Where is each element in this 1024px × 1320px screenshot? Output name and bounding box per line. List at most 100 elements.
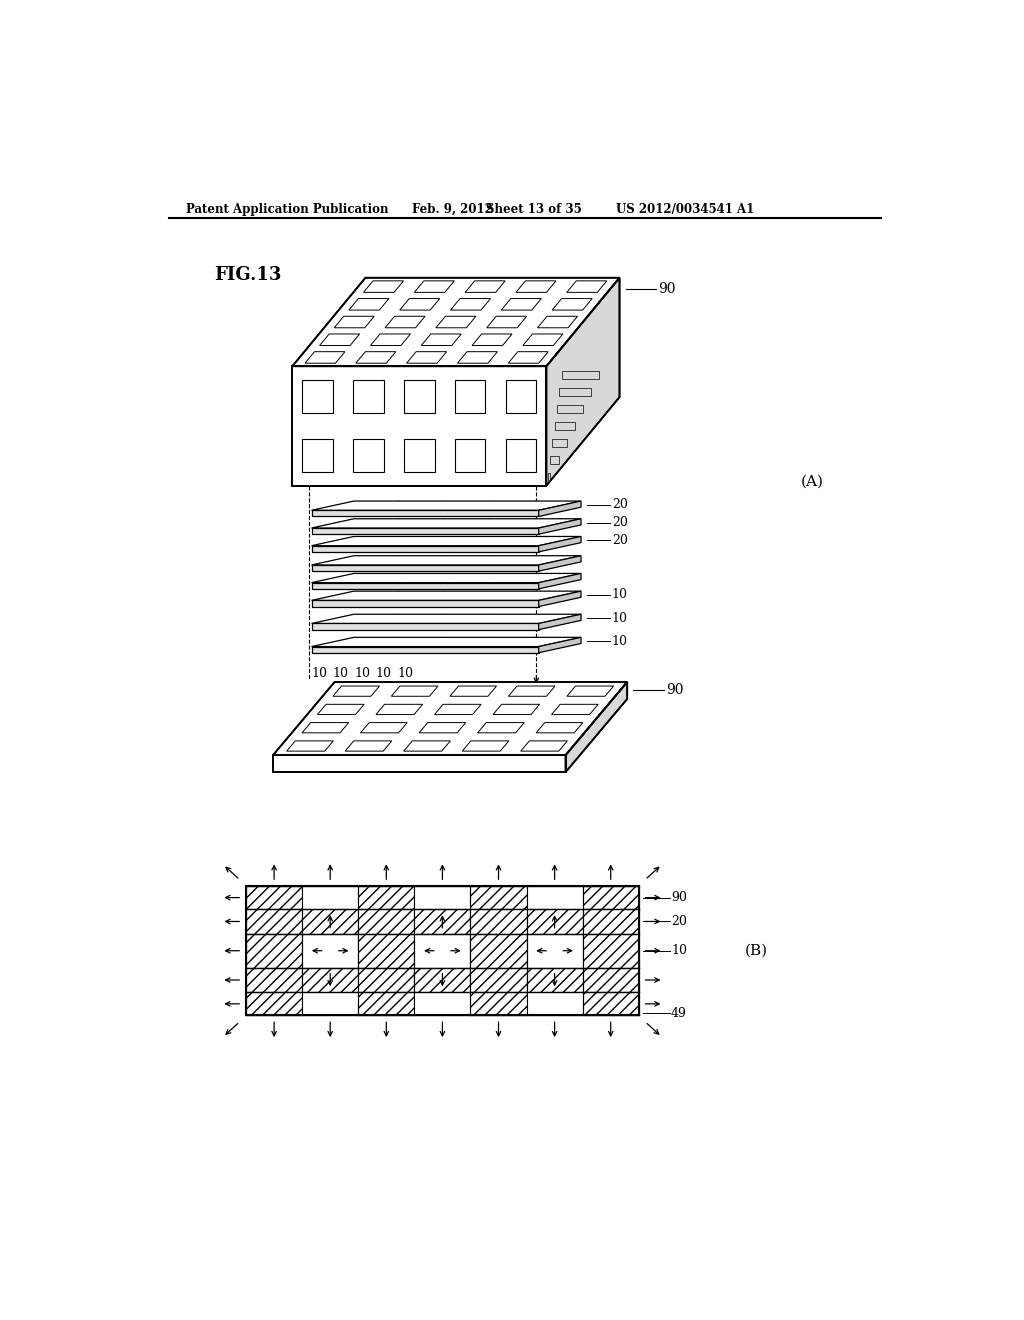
Polygon shape — [472, 334, 512, 346]
Polygon shape — [506, 380, 537, 413]
Text: 49: 49 — [671, 1007, 687, 1019]
Polygon shape — [311, 591, 581, 601]
Polygon shape — [493, 705, 540, 714]
Bar — [583, 886, 639, 909]
Bar — [358, 909, 415, 933]
Polygon shape — [552, 440, 566, 447]
Polygon shape — [311, 614, 581, 623]
Bar — [302, 886, 358, 909]
Polygon shape — [567, 686, 613, 696]
Polygon shape — [539, 591, 581, 607]
Bar — [526, 993, 583, 1015]
Polygon shape — [311, 528, 539, 535]
Polygon shape — [355, 351, 396, 363]
Polygon shape — [521, 741, 567, 751]
Bar — [470, 886, 526, 909]
Polygon shape — [502, 298, 542, 310]
Polygon shape — [385, 317, 425, 327]
Bar — [526, 886, 583, 909]
Polygon shape — [462, 741, 509, 751]
Polygon shape — [434, 705, 481, 714]
Polygon shape — [273, 755, 565, 772]
Polygon shape — [516, 281, 556, 292]
Bar — [583, 968, 639, 993]
Bar — [358, 968, 415, 993]
Text: 10: 10 — [354, 667, 371, 680]
Polygon shape — [371, 334, 411, 346]
Polygon shape — [273, 682, 628, 755]
Polygon shape — [404, 440, 434, 473]
Bar — [470, 933, 526, 968]
Polygon shape — [311, 573, 581, 582]
Polygon shape — [399, 298, 439, 310]
Polygon shape — [391, 686, 438, 696]
Text: 20: 20 — [611, 516, 628, 529]
Polygon shape — [539, 519, 581, 535]
Polygon shape — [292, 277, 620, 367]
Bar — [302, 993, 358, 1015]
Text: 10: 10 — [611, 611, 628, 624]
Polygon shape — [287, 741, 333, 751]
Polygon shape — [311, 565, 539, 572]
Bar — [415, 968, 470, 993]
Bar — [246, 909, 302, 933]
Polygon shape — [555, 422, 574, 430]
Polygon shape — [311, 638, 581, 647]
Polygon shape — [311, 582, 539, 589]
Bar — [246, 968, 302, 993]
Bar — [358, 886, 415, 909]
Polygon shape — [539, 536, 581, 552]
Bar — [246, 933, 302, 968]
Polygon shape — [565, 682, 628, 772]
Text: Sheet 13 of 35: Sheet 13 of 35 — [486, 203, 582, 215]
Bar — [470, 993, 526, 1015]
Polygon shape — [419, 722, 466, 733]
Polygon shape — [538, 317, 578, 327]
Polygon shape — [557, 405, 583, 413]
Polygon shape — [548, 474, 551, 480]
Polygon shape — [404, 380, 434, 413]
Bar — [246, 886, 302, 909]
Polygon shape — [455, 440, 485, 473]
Bar — [470, 968, 526, 993]
Polygon shape — [311, 519, 581, 528]
Text: Patent Application Publication: Patent Application Publication — [186, 203, 388, 215]
Polygon shape — [506, 440, 537, 473]
Polygon shape — [333, 686, 380, 696]
Polygon shape — [415, 281, 455, 292]
Bar — [415, 993, 470, 1015]
Polygon shape — [539, 502, 581, 516]
Polygon shape — [451, 298, 490, 310]
Polygon shape — [364, 281, 403, 292]
Text: 20: 20 — [611, 533, 628, 546]
Bar — [583, 933, 639, 968]
Bar — [302, 968, 358, 993]
Bar — [302, 909, 358, 933]
Polygon shape — [539, 614, 581, 630]
Polygon shape — [311, 556, 581, 565]
Text: 10: 10 — [611, 635, 628, 648]
Polygon shape — [353, 440, 384, 473]
Polygon shape — [486, 317, 526, 327]
Bar — [470, 909, 526, 933]
Polygon shape — [311, 647, 539, 653]
Bar — [415, 909, 470, 933]
Text: 10: 10 — [611, 589, 628, 602]
Polygon shape — [349, 298, 389, 310]
Polygon shape — [305, 351, 345, 363]
Bar — [526, 933, 583, 968]
Polygon shape — [302, 722, 349, 733]
Text: 90: 90 — [658, 282, 676, 296]
Polygon shape — [345, 741, 392, 751]
Polygon shape — [311, 502, 581, 511]
Polygon shape — [360, 722, 408, 733]
Text: 90: 90 — [671, 891, 687, 904]
Polygon shape — [311, 601, 539, 607]
Polygon shape — [403, 741, 451, 751]
Polygon shape — [508, 686, 555, 696]
Polygon shape — [465, 281, 505, 292]
Polygon shape — [550, 457, 558, 463]
Bar — [415, 886, 470, 909]
Polygon shape — [552, 298, 592, 310]
Polygon shape — [311, 545, 539, 552]
